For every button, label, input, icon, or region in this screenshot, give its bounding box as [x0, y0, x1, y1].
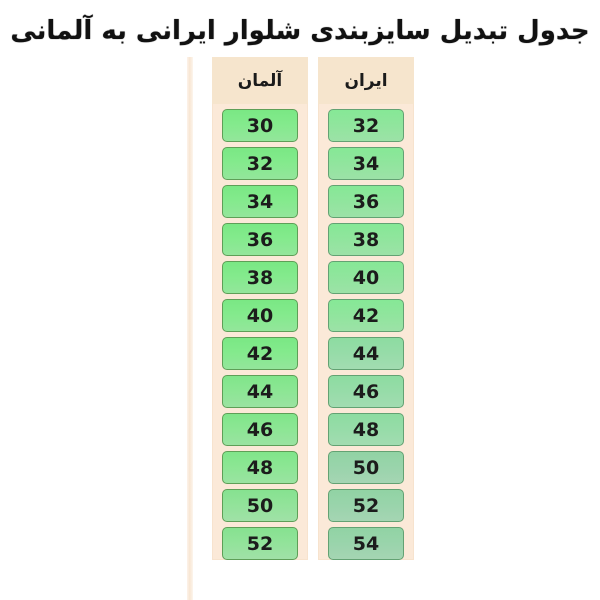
column-header-iran: ایران — [318, 57, 414, 104]
table-cell: 54 — [328, 527, 404, 560]
table-columns: ایران 32 34 36 38 40 42 44 46 48 50 52 5… — [212, 57, 414, 560]
table-left-edge-sliver — [187, 57, 193, 600]
column-germany: آلمان 30 32 34 36 38 40 42 44 46 48 50 5… — [212, 57, 308, 560]
table-cell: 32 — [328, 109, 404, 142]
column-iran: ایران 32 34 36 38 40 42 44 46 48 50 52 5… — [318, 57, 414, 560]
table-cell: 52 — [222, 527, 298, 560]
table-cell: 44 — [328, 337, 404, 370]
table-cell: 46 — [222, 413, 298, 446]
table-cell: 36 — [328, 185, 404, 218]
table-cell: 36 — [222, 223, 298, 256]
table-cell: 34 — [222, 185, 298, 218]
table-cell: 46 — [328, 375, 404, 408]
table-cell: 52 — [328, 489, 404, 522]
table-cell: 44 — [222, 375, 298, 408]
column-header-germany: آلمان — [212, 57, 308, 104]
column-cells-iran: 32 34 36 38 40 42 44 46 48 50 52 54 — [318, 104, 414, 560]
table-cell: 48 — [328, 413, 404, 446]
table-cell: 42 — [222, 337, 298, 370]
table-cell: 48 — [222, 451, 298, 484]
table-cell: 50 — [328, 451, 404, 484]
table-cell: 38 — [222, 261, 298, 294]
table-cell: 40 — [222, 299, 298, 332]
size-conversion-table: ایران 32 34 36 38 40 42 44 46 48 50 52 5… — [186, 57, 414, 600]
table-cell: 32 — [222, 147, 298, 180]
table-cell: 30 — [222, 109, 298, 142]
table-cell: 40 — [328, 261, 404, 294]
table-cell: 50 — [222, 489, 298, 522]
table-cell: 34 — [328, 147, 404, 180]
page-title: جدول تبدیل سایزبندی شلوار ایرانی به آلما… — [10, 16, 590, 46]
column-cells-germany: 30 32 34 36 38 40 42 44 46 48 50 52 — [212, 104, 308, 560]
table-cell: 42 — [328, 299, 404, 332]
table-cell: 38 — [328, 223, 404, 256]
